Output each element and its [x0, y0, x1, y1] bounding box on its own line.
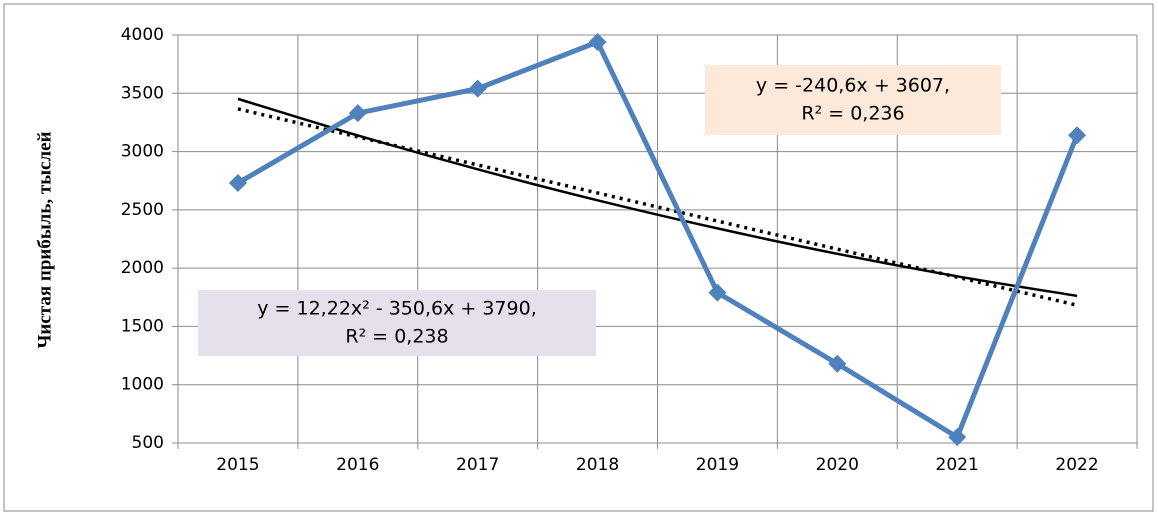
- x-tick-label: 2021: [936, 455, 979, 475]
- y-axis-label: Чистая прибыль, тыслей: [34, 131, 55, 348]
- x-tick-label: 2019: [696, 455, 739, 475]
- annotation-box: [705, 65, 1001, 135]
- data-marker: [708, 283, 727, 302]
- x-tick-label: 2018: [576, 455, 619, 475]
- y-tick-label: 1500: [121, 316, 164, 336]
- data-marker: [348, 104, 367, 123]
- y-tick-label: 2000: [121, 258, 164, 278]
- data-marker: [588, 32, 607, 51]
- x-tick-label: 2017: [456, 455, 499, 475]
- x-tick-label: 2022: [1055, 455, 1098, 475]
- y-tick-label: 500: [132, 433, 164, 453]
- y-tick-label: 2500: [121, 200, 164, 220]
- x-tick-label: 2015: [216, 455, 259, 475]
- trendline: [237, 97, 1078, 298]
- chart-frame: [3, 3, 1154, 512]
- data-marker: [1068, 126, 1087, 145]
- y-tick-label: 4000: [121, 25, 164, 45]
- data-marker: [468, 79, 487, 98]
- y-tick-label: 1000: [121, 375, 164, 395]
- annotation-box: [198, 290, 596, 356]
- data-line: [236, 39, 1080, 440]
- y-tick-label: 3500: [121, 83, 164, 103]
- annotation-text: y = 12,22x² - 350,6x + 3790,: [257, 298, 536, 320]
- annotation-text: R² = 0,236: [801, 103, 904, 125]
- y-tick-label: 3000: [121, 142, 164, 162]
- data-marker: [828, 354, 847, 373]
- annotation-text: y = -240,6x + 3607,: [756, 75, 950, 97]
- annotation-text: R² = 0,238: [345, 326, 448, 348]
- data-marker: [228, 174, 247, 193]
- data-marker: [948, 428, 967, 447]
- x-tick-label: 2020: [816, 455, 859, 475]
- x-tick-label: 2016: [336, 455, 379, 475]
